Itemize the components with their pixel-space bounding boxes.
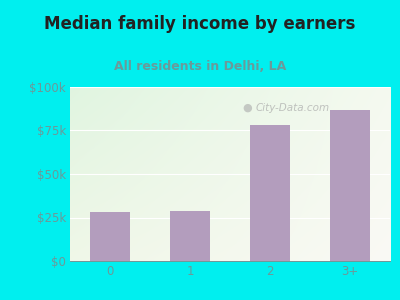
Bar <box>90 212 130 261</box>
Bar <box>330 110 370 261</box>
Bar <box>170 211 210 261</box>
Bar <box>250 125 290 261</box>
Text: ●: ● <box>243 103 252 113</box>
Text: Median family income by earners: Median family income by earners <box>44 15 356 33</box>
Text: All residents in Delhi, LA: All residents in Delhi, LA <box>114 60 286 73</box>
Text: City-Data.com: City-Data.com <box>256 103 330 113</box>
